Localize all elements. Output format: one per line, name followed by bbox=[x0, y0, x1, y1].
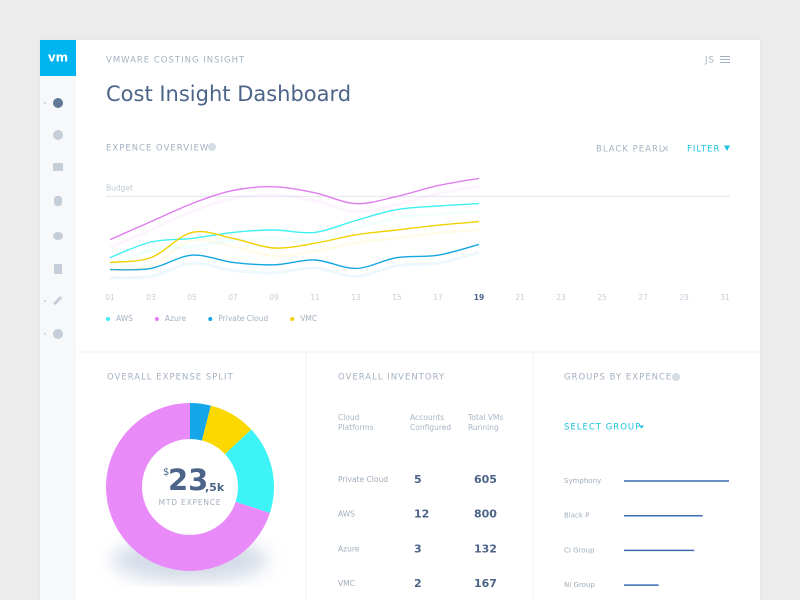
section-title: OVERALL EXPENSE SPLIT bbox=[107, 373, 234, 383]
vm-count: 800 bbox=[474, 508, 497, 521]
budget-label: Budget bbox=[106, 183, 133, 192]
filter-button[interactable]: FILTER bbox=[687, 145, 720, 155]
section-title: OVERALL INVENTORY bbox=[338, 373, 445, 383]
nav-dot bbox=[44, 333, 46, 335]
legend-label: VMC bbox=[300, 314, 317, 323]
section-title: GROUPS BY EXPENCE bbox=[564, 373, 672, 383]
nav-icon[interactable] bbox=[53, 296, 63, 306]
x-tick-label: 11 bbox=[310, 293, 320, 302]
nav-dot bbox=[44, 102, 46, 104]
vm-count: 132 bbox=[474, 542, 497, 555]
nav-icon[interactable] bbox=[53, 130, 63, 140]
logo[interactable] bbox=[40, 40, 76, 76]
app-name: VMWARE COSTING INSIGHT bbox=[106, 56, 245, 66]
group-label: CI Group bbox=[564, 546, 595, 554]
nav-icon[interactable] bbox=[53, 163, 63, 171]
card bbox=[40, 40, 760, 600]
legend-label: Azure bbox=[165, 314, 187, 323]
select-caret bbox=[639, 425, 644, 429]
x-tick-label: 15 bbox=[392, 293, 402, 302]
legend-label: Private Cloud bbox=[218, 314, 268, 323]
legend-swatch bbox=[208, 317, 213, 321]
nav-icon[interactable] bbox=[53, 329, 63, 339]
x-tick-label: 17 bbox=[433, 293, 443, 302]
page-title: Cost Insight Dashboard bbox=[106, 82, 351, 106]
filter-tag[interactable]: BLACK PEARL bbox=[596, 145, 665, 155]
platform-name: VMC bbox=[338, 579, 355, 588]
x-tick-label: 03 bbox=[146, 293, 156, 302]
series-line bbox=[109, 243, 480, 271]
section-title: EXPENCE OVERVIEW bbox=[106, 144, 209, 154]
x-tick-label: 29 bbox=[679, 293, 689, 302]
logo-text: vm bbox=[48, 51, 68, 65]
legend-swatch bbox=[154, 317, 159, 321]
column-header: Total VMs Running bbox=[468, 413, 504, 432]
accounts-count: 3 bbox=[414, 542, 422, 555]
vm-count: 167 bbox=[474, 577, 497, 590]
series-line bbox=[109, 177, 480, 241]
vm-count: 605 bbox=[474, 473, 497, 486]
series-line bbox=[109, 202, 480, 259]
nav-dot bbox=[44, 300, 46, 302]
donut-segment bbox=[105, 403, 270, 571]
donut-segment bbox=[190, 403, 211, 441]
accounts-count: 5 bbox=[414, 473, 422, 486]
platform-name: Azure bbox=[338, 544, 360, 553]
nav-icon[interactable] bbox=[54, 264, 62, 274]
info-icon[interactable] bbox=[672, 373, 680, 381]
platform-name: Private Cloud bbox=[338, 475, 388, 484]
currency: $ bbox=[163, 467, 169, 478]
info-icon[interactable] bbox=[208, 143, 216, 151]
remove-tag[interactable] bbox=[662, 145, 669, 152]
menu[interactable] bbox=[720, 56, 730, 63]
filter-caret bbox=[724, 145, 730, 151]
legend-swatch bbox=[290, 317, 295, 321]
donut-segment bbox=[201, 405, 252, 455]
series-shadow bbox=[109, 228, 480, 272]
legend-swatch bbox=[106, 317, 110, 321]
accounts-count: 2 bbox=[414, 577, 422, 590]
platform-name: AWS bbox=[338, 510, 355, 519]
series-shadow bbox=[109, 184, 480, 249]
total-label: MTD EXPENCE bbox=[159, 498, 222, 507]
group-label: NI Group bbox=[564, 581, 595, 589]
x-tick-label: 07 bbox=[228, 293, 238, 302]
x-tick-label: 09 bbox=[269, 293, 279, 302]
total-amount: 23 bbox=[168, 463, 208, 497]
column-header: Cloud Platforms bbox=[338, 413, 374, 432]
x-tick-label: 27 bbox=[638, 293, 648, 302]
series-shadow bbox=[109, 210, 480, 268]
user[interactable]: JS bbox=[704, 56, 715, 66]
donut-segment bbox=[224, 429, 274, 513]
x-tick-label: 05 bbox=[187, 293, 197, 302]
nav-icon[interactable] bbox=[54, 196, 62, 206]
x-tick-label: 21 bbox=[515, 293, 525, 302]
x-tick-label: 19 bbox=[474, 293, 484, 302]
nav-icon[interactable] bbox=[53, 232, 63, 240]
select-group[interactable]: SELECT GROUP bbox=[564, 423, 641, 433]
x-tick-label: 25 bbox=[597, 293, 607, 302]
group-label: Black P bbox=[564, 512, 589, 520]
x-tick-label: 31 bbox=[720, 293, 730, 302]
column-header: Accounts Configured bbox=[410, 413, 452, 432]
nav-icon[interactable] bbox=[53, 98, 63, 108]
legend-label: AWS bbox=[116, 314, 133, 323]
x-tick-label: 23 bbox=[556, 293, 566, 302]
nav-icons bbox=[44, 98, 63, 339]
series-shadow bbox=[109, 250, 480, 280]
group-label: Symphony bbox=[564, 477, 601, 485]
series-line bbox=[109, 220, 480, 264]
x-tick-label: 01 bbox=[105, 293, 115, 302]
x-tick-label: 13 bbox=[351, 293, 361, 302]
accounts-count: 12 bbox=[414, 508, 429, 521]
total-suffix: ,5k bbox=[205, 481, 225, 494]
